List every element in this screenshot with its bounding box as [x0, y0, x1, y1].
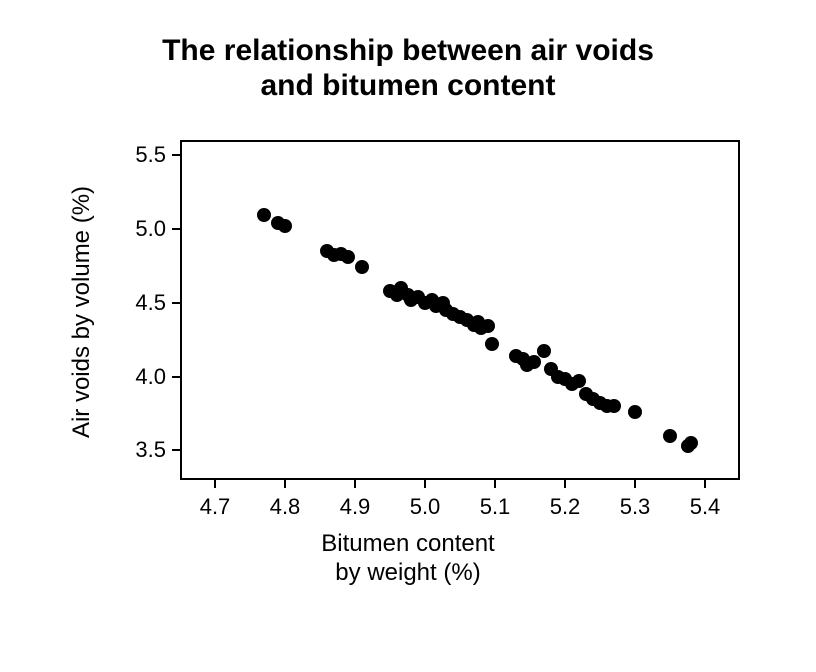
x-tick-label: 5.0: [410, 494, 441, 520]
x-tick-mark: [634, 480, 636, 488]
data-point: [527, 355, 541, 369]
x-axis-label-line1: Bitumen content: [0, 530, 816, 559]
chart-title-line2: and bitumen content: [0, 69, 816, 104]
x-tick-label: 4.8: [270, 494, 301, 520]
x-tick-mark: [424, 480, 426, 488]
x-tick-label: 4.9: [340, 494, 371, 520]
data-point: [355, 260, 369, 274]
y-tick-label: 5.5: [122, 142, 166, 168]
data-point: [341, 250, 355, 264]
y-axis-label-text: Air voids by volume (%): [68, 186, 95, 438]
chart-title-line1: The relationship between air voids: [0, 34, 816, 69]
x-tick-mark: [704, 480, 706, 488]
y-tick-mark: [172, 449, 180, 451]
y-tick-label: 4.0: [122, 364, 166, 390]
x-tick-mark: [214, 480, 216, 488]
y-tick-label: 5.0: [122, 216, 166, 242]
y-tick-label: 4.5: [122, 290, 166, 316]
x-tick-label: 4.7: [200, 494, 231, 520]
y-tick-mark: [172, 154, 180, 156]
x-tick-label: 5.3: [620, 494, 651, 520]
data-point: [681, 439, 695, 453]
data-point: [572, 374, 586, 388]
x-tick-mark: [564, 480, 566, 488]
data-point: [537, 344, 551, 358]
x-tick-label: 5.1: [480, 494, 511, 520]
y-tick-mark: [172, 228, 180, 230]
y-tick-label: 3.5: [122, 437, 166, 463]
scatter-chart: The relationship between air voids and b…: [0, 0, 816, 672]
data-point: [481, 319, 495, 333]
data-point: [628, 405, 642, 419]
x-tick-label: 5.4: [690, 494, 721, 520]
data-point: [257, 208, 271, 222]
x-axis-label-line2: by weight (%): [0, 559, 816, 588]
y-tick-mark: [172, 376, 180, 378]
y-tick-mark: [172, 302, 180, 304]
data-point: [607, 399, 621, 413]
chart-title: The relationship between air voids and b…: [0, 34, 816, 103]
x-tick-mark: [494, 480, 496, 488]
y-axis-label: Air voids by volume (%): [68, 112, 96, 512]
data-point: [485, 337, 499, 351]
x-tick-mark: [284, 480, 286, 488]
x-tick-label: 5.2: [550, 494, 581, 520]
x-tick-mark: [354, 480, 356, 488]
data-point: [663, 429, 677, 443]
data-point: [278, 219, 292, 233]
x-axis-label: Bitumen content by weight (%): [0, 530, 816, 588]
